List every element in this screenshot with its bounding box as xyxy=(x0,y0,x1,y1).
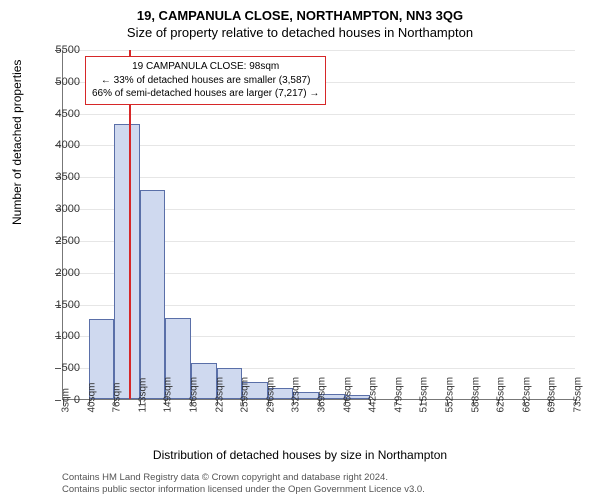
histogram-bar xyxy=(114,124,140,399)
chart-title-subtitle: Size of property relative to detached ho… xyxy=(0,23,600,40)
gridline xyxy=(63,145,575,146)
y-tick-label: 500 xyxy=(62,362,80,374)
y-tick-label: 4500 xyxy=(56,108,80,120)
y-tick-label: 5000 xyxy=(56,76,80,88)
y-tick-label: 2500 xyxy=(56,235,80,247)
footnote-line-1: Contains HM Land Registry data © Crown c… xyxy=(62,472,425,484)
y-tick-label: 3000 xyxy=(56,203,80,215)
annotation-box: 19 CAMPANULA CLOSE: 98sqm← 33% of detach… xyxy=(85,56,326,105)
y-tick-label: 1000 xyxy=(56,330,80,342)
plot-area: 19 CAMPANULA CLOSE: 98sqm← 33% of detach… xyxy=(62,50,574,400)
histogram-bar xyxy=(140,190,166,399)
y-axis-label: Number of detached properties xyxy=(10,60,24,225)
footnote: Contains HM Land Registry data © Crown c… xyxy=(62,472,425,496)
annotation-line: 66% of semi-detached houses are larger (… xyxy=(92,87,319,101)
gridline xyxy=(63,177,575,178)
footnote-line-2: Contains public sector information licen… xyxy=(62,484,425,496)
y-tick-label: 5500 xyxy=(56,44,80,56)
gridline xyxy=(63,50,575,51)
y-tick-label: 0 xyxy=(74,394,80,406)
annotation-line: ← 33% of detached houses are smaller (3,… xyxy=(92,74,319,88)
y-tick-label: 4000 xyxy=(56,139,80,151)
x-axis-label: Distribution of detached houses by size … xyxy=(0,448,600,462)
plot-wrap: 19 CAMPANULA CLOSE: 98sqm← 33% of detach… xyxy=(62,50,574,400)
y-tick-label: 2000 xyxy=(56,267,80,279)
chart-title-address: 19, CAMPANULA CLOSE, NORTHAMPTON, NN3 3Q… xyxy=(0,0,600,23)
gridline xyxy=(63,114,575,115)
y-tick xyxy=(55,368,61,369)
annotation-line: 19 CAMPANULA CLOSE: 98sqm xyxy=(92,60,319,74)
y-tick-label: 3500 xyxy=(56,171,80,183)
y-tick-label: 1500 xyxy=(56,299,80,311)
